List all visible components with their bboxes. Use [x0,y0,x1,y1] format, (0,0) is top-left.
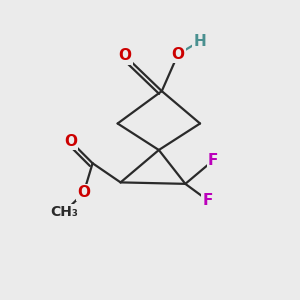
Text: F: F [202,193,213,208]
Text: H: H [194,34,206,49]
Text: O: O [118,48,131,63]
Text: O: O [172,47,184,62]
Text: O: O [77,185,90,200]
Text: F: F [208,153,218,168]
Text: O: O [64,134,77,149]
Text: CH₃: CH₃ [51,205,79,219]
